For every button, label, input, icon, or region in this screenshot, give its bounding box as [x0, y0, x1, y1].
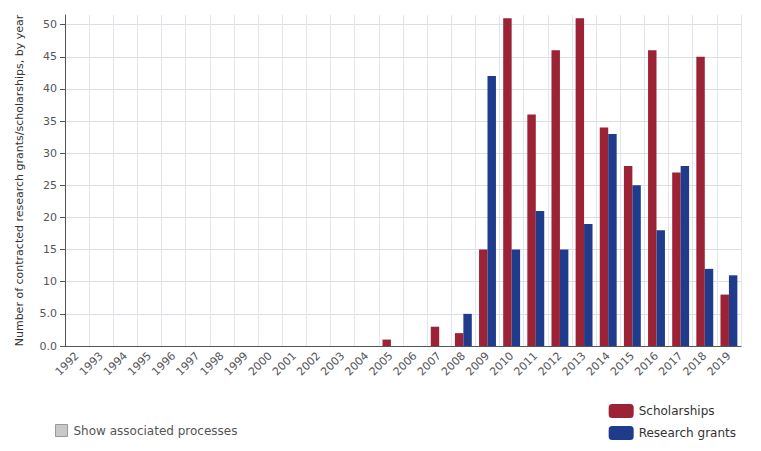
- svg-text:1992: 1992: [53, 349, 82, 378]
- svg-text:10: 10: [43, 275, 57, 288]
- svg-text:2019: 2019: [705, 349, 734, 378]
- svg-text:30: 30: [43, 147, 57, 160]
- svg-text:1994: 1994: [101, 349, 130, 378]
- svg-text:20: 20: [43, 211, 57, 224]
- svg-text:2000: 2000: [246, 349, 275, 378]
- svg-text:2006: 2006: [391, 349, 420, 378]
- svg-text:45: 45: [43, 50, 57, 63]
- svg-text:2007: 2007: [415, 349, 444, 378]
- svg-text:2010: 2010: [487, 349, 516, 378]
- svg-text:2001: 2001: [270, 349, 299, 378]
- svg-text:2005: 2005: [367, 349, 396, 378]
- svg-text:1996: 1996: [149, 349, 178, 378]
- svg-text:40: 40: [43, 82, 57, 95]
- svg-text:Show associated processes: Show associated processes: [74, 424, 238, 438]
- svg-text:Number of contracted research: Number of contracted research grants/sch…: [13, 14, 26, 346]
- svg-text:1997: 1997: [173, 349, 202, 378]
- svg-text:2017: 2017: [656, 349, 685, 378]
- svg-text:1999: 1999: [222, 349, 251, 378]
- svg-text:2011: 2011: [511, 349, 540, 378]
- svg-text:2008: 2008: [439, 349, 468, 378]
- svg-text:2004: 2004: [342, 349, 371, 378]
- svg-text:2003: 2003: [318, 349, 347, 378]
- svg-text:2015: 2015: [608, 349, 637, 378]
- svg-text:5.0: 5.0: [40, 307, 58, 320]
- svg-text:Scholarships: Scholarships: [639, 404, 715, 418]
- svg-text:1995: 1995: [125, 349, 154, 378]
- svg-text:1993: 1993: [77, 349, 106, 378]
- svg-text:2018: 2018: [680, 349, 709, 378]
- svg-text:2012: 2012: [536, 349, 565, 378]
- svg-text:15: 15: [43, 243, 57, 256]
- svg-text:2013: 2013: [560, 349, 589, 378]
- svg-text:25: 25: [43, 179, 57, 192]
- svg-text:50: 50: [43, 18, 57, 31]
- svg-text:2002: 2002: [294, 349, 323, 378]
- svg-text:2009: 2009: [463, 349, 492, 378]
- svg-text:35: 35: [43, 115, 57, 128]
- svg-text:Research grants: Research grants: [639, 426, 736, 440]
- svg-text:1998: 1998: [198, 349, 227, 378]
- svg-text:0.0: 0.0: [40, 340, 58, 353]
- svg-text:2016: 2016: [632, 349, 661, 378]
- svg-text:2014: 2014: [584, 349, 613, 378]
